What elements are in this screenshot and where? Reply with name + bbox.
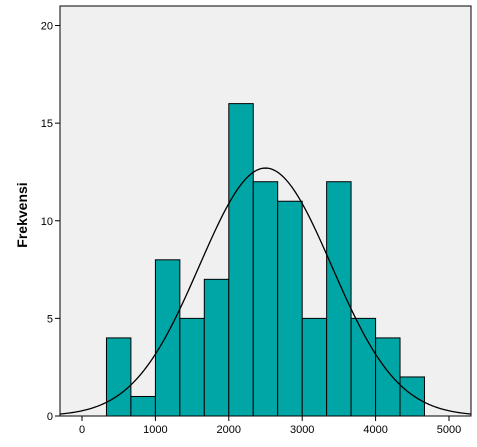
histogram-bar bbox=[228, 103, 254, 417]
histogram-bar bbox=[399, 376, 425, 417]
histogram-bar bbox=[326, 181, 352, 417]
histogram-bar bbox=[105, 337, 132, 417]
histogram-bar bbox=[130, 395, 156, 417]
normal-curve bbox=[59, 167, 472, 415]
y-tick-label: 20 bbox=[41, 21, 53, 33]
axes-layer bbox=[59, 6, 471, 417]
histogram-bar bbox=[203, 278, 230, 417]
histogram-bar bbox=[252, 181, 279, 417]
histogram-bar bbox=[375, 337, 401, 417]
histogram-bar bbox=[179, 317, 205, 417]
y-tick-label: 5 bbox=[47, 313, 53, 325]
histogram-bar bbox=[301, 317, 328, 417]
histogram-bar bbox=[154, 259, 181, 417]
x-tick-label: 0 bbox=[79, 424, 85, 436]
ticks-layer: 0 1000 2000 3000 4000 5000 0 5 10 15 20 bbox=[41, 21, 461, 436]
x-tick-label: 1000 bbox=[143, 424, 167, 436]
histogram-bar bbox=[277, 200, 303, 417]
x-tick-label: 2000 bbox=[217, 424, 241, 436]
y-tick-label: 0 bbox=[47, 411, 53, 423]
bars-layer bbox=[105, 103, 425, 417]
x-tick-label: 4000 bbox=[363, 424, 387, 436]
x-tick-label: 3000 bbox=[290, 424, 314, 436]
y-tick-label: 10 bbox=[41, 216, 53, 228]
x-tick-label: 5000 bbox=[437, 424, 461, 436]
y-axis-label: Frekvensi bbox=[14, 182, 30, 247]
y-tick-label: 15 bbox=[41, 118, 53, 130]
